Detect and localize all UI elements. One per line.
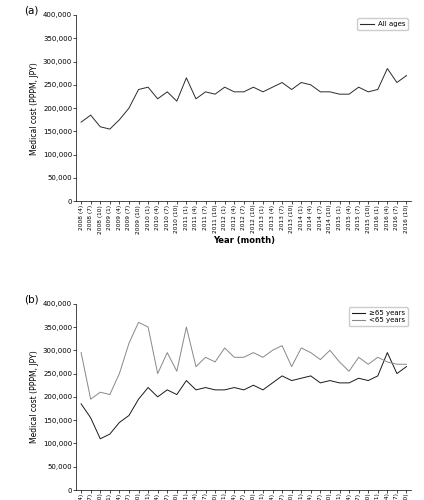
Y-axis label: Medical cost (PPPM, JPY): Medical cost (PPPM, JPY) bbox=[30, 62, 39, 154]
<65 years bbox=[155, 370, 160, 376]
<65 years bbox=[356, 354, 361, 360]
≥65 years bbox=[385, 350, 390, 356]
≥65 years bbox=[193, 387, 198, 393]
≥65 years bbox=[289, 378, 294, 384]
<65 years bbox=[145, 324, 151, 330]
≥65 years bbox=[98, 436, 103, 442]
≥65 years bbox=[155, 394, 160, 400]
<65 years bbox=[375, 354, 380, 360]
<65 years bbox=[385, 359, 390, 365]
<65 years bbox=[126, 340, 131, 346]
<65 years bbox=[327, 348, 332, 354]
<65 years bbox=[241, 354, 246, 360]
<65 years bbox=[346, 368, 351, 374]
<65 years bbox=[222, 345, 227, 351]
≥65 years bbox=[404, 364, 409, 370]
<65 years bbox=[394, 362, 399, 368]
<65 years bbox=[88, 396, 93, 402]
≥65 years bbox=[88, 415, 93, 421]
≥65 years bbox=[260, 387, 265, 393]
≥65 years bbox=[107, 431, 112, 437]
≥65 years bbox=[126, 412, 131, 418]
<65 years bbox=[308, 350, 313, 356]
≥65 years bbox=[356, 375, 361, 381]
≥65 years bbox=[365, 378, 371, 384]
≥65 years bbox=[165, 387, 170, 393]
≥65 years bbox=[251, 382, 256, 388]
≥65 years bbox=[375, 373, 380, 379]
<65 years bbox=[98, 389, 103, 395]
<65 years bbox=[318, 356, 323, 362]
≥65 years bbox=[346, 380, 351, 386]
≥65 years bbox=[145, 384, 151, 390]
<65 years bbox=[117, 370, 122, 376]
<65 years bbox=[212, 359, 218, 365]
<65 years bbox=[165, 350, 170, 356]
≥65 years bbox=[174, 392, 179, 398]
<65 years bbox=[337, 359, 342, 365]
<65 years bbox=[184, 324, 189, 330]
≥65 years bbox=[337, 380, 342, 386]
≥65 years bbox=[394, 370, 399, 376]
X-axis label: Year (month): Year (month) bbox=[213, 236, 275, 246]
Text: (b): (b) bbox=[25, 294, 39, 304]
<65 years bbox=[136, 320, 141, 326]
≥65 years bbox=[298, 375, 304, 381]
<65 years bbox=[174, 368, 179, 374]
<65 years bbox=[78, 350, 84, 356]
≥65 years bbox=[279, 373, 285, 379]
≥65 years bbox=[318, 380, 323, 386]
Legend: All ages: All ages bbox=[357, 18, 408, 30]
≥65 years bbox=[270, 380, 275, 386]
≥65 years bbox=[117, 420, 122, 426]
<65 years bbox=[107, 392, 112, 398]
≥65 years bbox=[136, 396, 141, 402]
≥65 years bbox=[232, 384, 237, 390]
<65 years bbox=[203, 354, 208, 360]
Line: ≥65 years: ≥65 years bbox=[81, 352, 407, 439]
<65 years bbox=[298, 345, 304, 351]
<65 years bbox=[404, 362, 409, 368]
≥65 years bbox=[222, 387, 227, 393]
<65 years bbox=[232, 354, 237, 360]
Y-axis label: Medical cost (PPPM, JPY): Medical cost (PPPM, JPY) bbox=[30, 350, 39, 443]
≥65 years bbox=[212, 387, 218, 393]
<65 years bbox=[193, 364, 198, 370]
<65 years bbox=[279, 342, 285, 348]
≥65 years bbox=[184, 378, 189, 384]
<65 years bbox=[365, 362, 371, 368]
Text: (a): (a) bbox=[25, 6, 39, 16]
Legend: ≥65 years, <65 years: ≥65 years, <65 years bbox=[349, 307, 408, 326]
Line: <65 years: <65 years bbox=[81, 322, 407, 399]
<65 years bbox=[289, 364, 294, 370]
≥65 years bbox=[78, 401, 84, 407]
≥65 years bbox=[327, 378, 332, 384]
<65 years bbox=[270, 348, 275, 354]
<65 years bbox=[251, 350, 256, 356]
≥65 years bbox=[203, 384, 208, 390]
≥65 years bbox=[308, 373, 313, 379]
<65 years bbox=[260, 354, 265, 360]
≥65 years bbox=[241, 387, 246, 393]
